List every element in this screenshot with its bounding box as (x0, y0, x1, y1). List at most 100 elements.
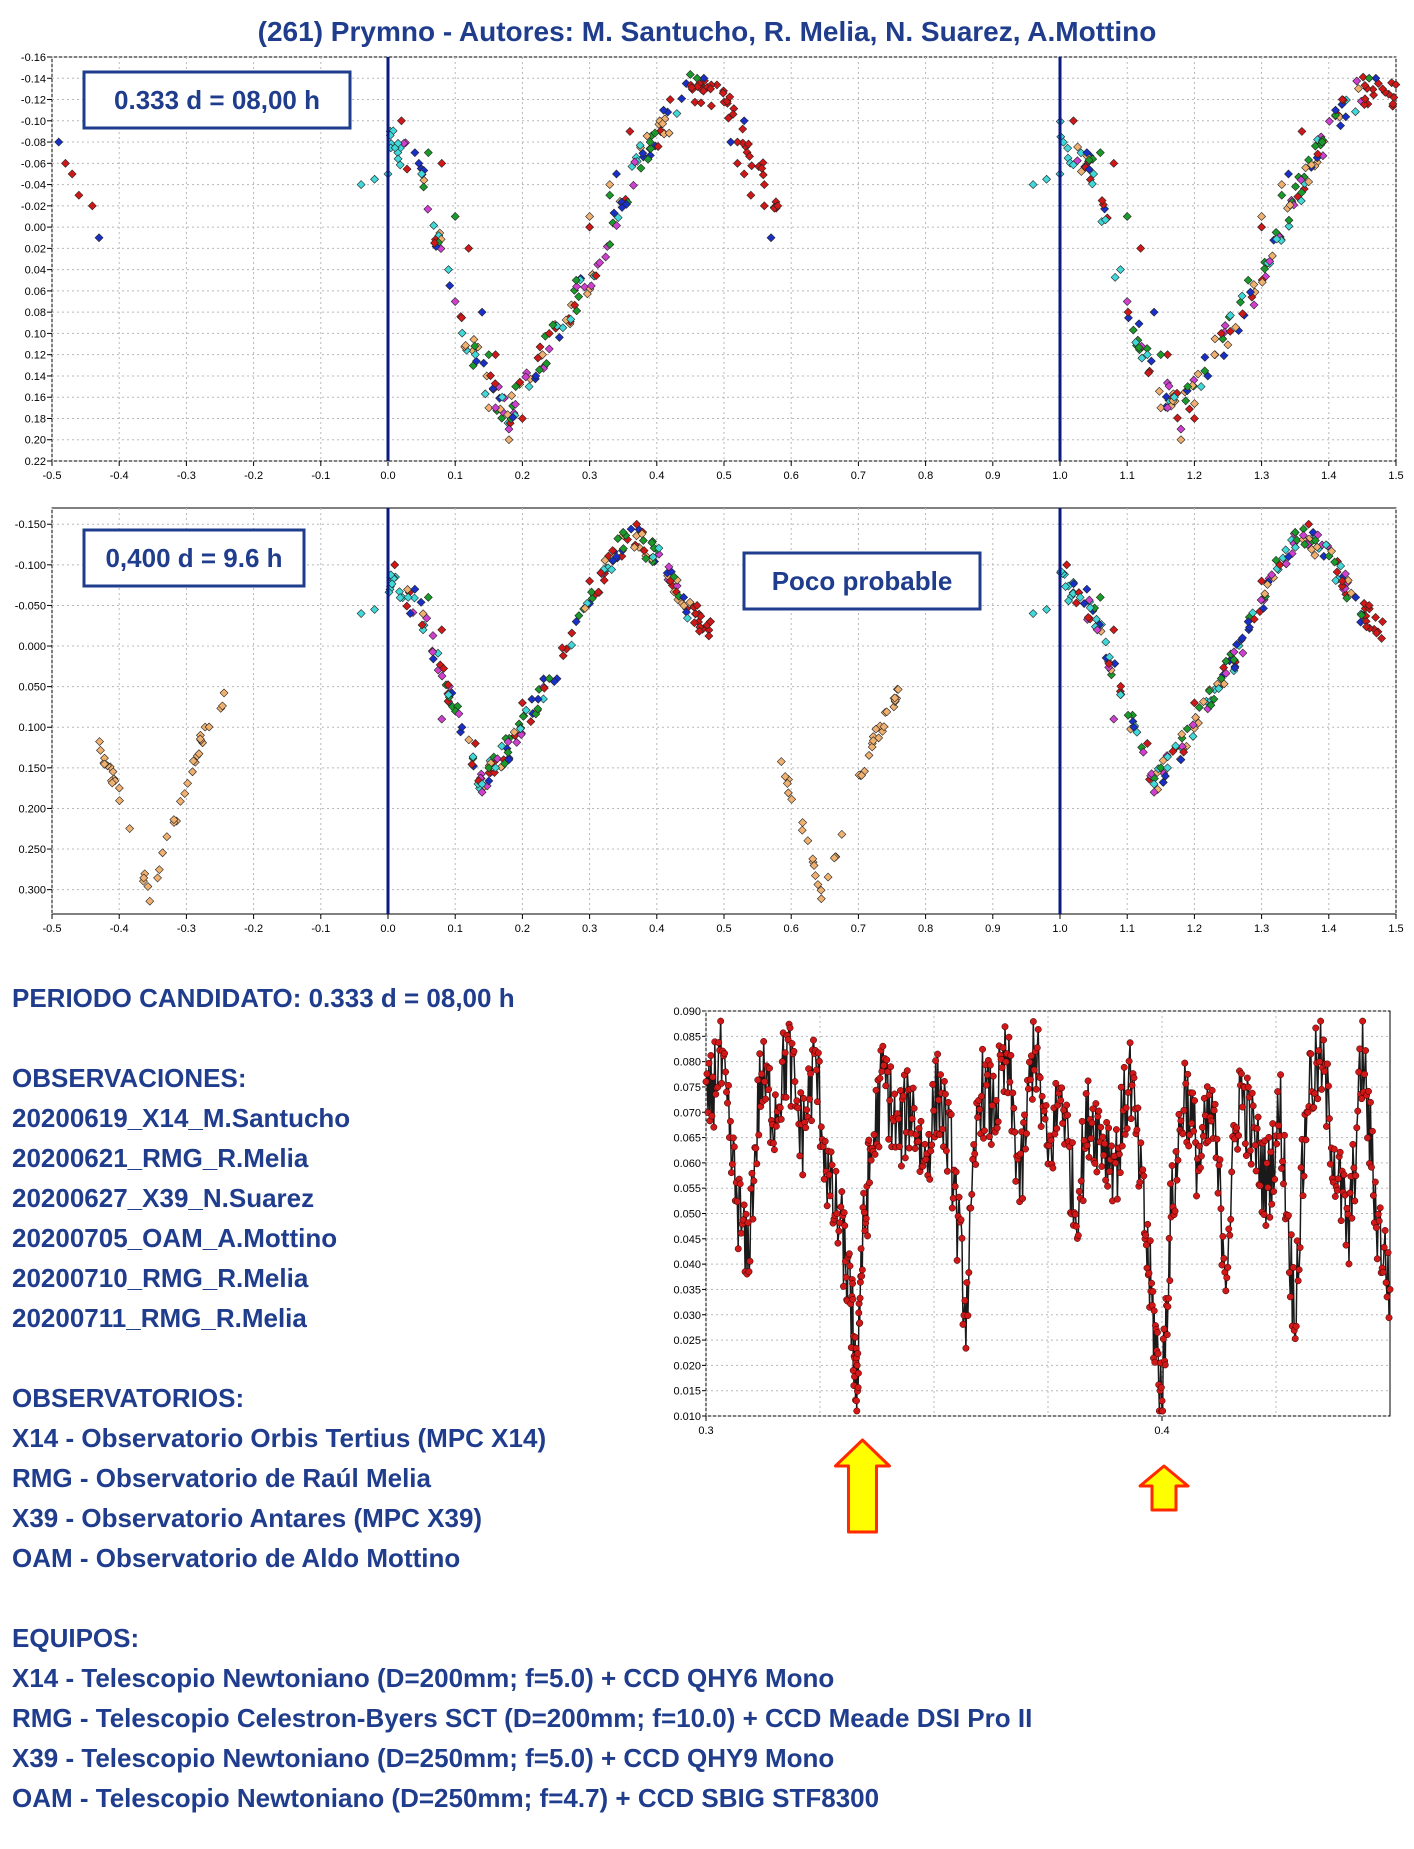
y-tick-label: 0.050 (673, 1209, 701, 1221)
periodogram-point (1079, 1197, 1087, 1205)
periodogram-point (1122, 1104, 1130, 1112)
periodogram-point (778, 1058, 786, 1066)
data-point (1238, 633, 1247, 643)
data-point (1237, 291, 1247, 301)
periodogram-point (1036, 1074, 1044, 1082)
data-point (659, 105, 668, 115)
data-point (1128, 325, 1138, 335)
data-point (1377, 634, 1386, 643)
periodogram-point (1246, 1147, 1254, 1155)
periodogram-point (1111, 1159, 1119, 1167)
data-point (646, 144, 656, 153)
data-point (1182, 724, 1192, 734)
periodogram-point (1182, 1080, 1190, 1088)
periodogram-point (755, 1131, 763, 1139)
periodogram-point (883, 1056, 891, 1064)
data-point (484, 403, 494, 413)
data-point (1260, 264, 1270, 274)
data-point (54, 137, 64, 147)
equipment-item: OAM - Telescopio Newtoniano (D=250mm; f=… (12, 1783, 880, 1813)
periodogram-point (1235, 1132, 1242, 1140)
periodogram-point (1287, 1231, 1295, 1239)
data-point (454, 709, 464, 719)
periodogram-point (1223, 1274, 1231, 1282)
data-point (739, 116, 749, 126)
periodogram-point (1234, 1145, 1242, 1153)
data-point (890, 693, 900, 703)
periodogram-point (1302, 1136, 1310, 1144)
periodogram-point (1243, 1074, 1251, 1082)
data-point (154, 865, 164, 875)
periodogram-point (752, 1144, 760, 1152)
periodogram-point (979, 1045, 986, 1053)
data-point (1310, 536, 1320, 545)
periodogram-point (987, 1141, 995, 1148)
periodogram-point (1203, 1083, 1211, 1091)
periodogram-point (823, 1202, 831, 1210)
data-point (516, 730, 526, 740)
x-tick-label: -0.1 (311, 923, 330, 935)
data-point (1291, 182, 1300, 192)
data-point (893, 685, 903, 694)
data-point (783, 788, 793, 798)
data-point (393, 138, 403, 148)
y-tick-label: 0.090 (673, 1006, 701, 1018)
periodogram-point (1227, 1215, 1235, 1223)
data-point (1110, 272, 1120, 282)
data-point (613, 534, 623, 544)
data-point (645, 137, 655, 147)
data-point (450, 212, 460, 221)
periodogram-point (879, 1042, 887, 1050)
data-point (1249, 300, 1259, 310)
data-point (470, 350, 480, 360)
data-point (1310, 550, 1320, 560)
y-tick-label: 0.025 (673, 1335, 701, 1347)
x-tick-label: 0.3 (582, 470, 597, 482)
lightcurve-chart-0400: -0.5 -0.4 -0.3 -0.2 -0.1 0.0 0.1 0.2 0.3 0.4 0.5 0.… (15, 507, 1404, 935)
data-point (1312, 542, 1322, 552)
periodogram-point (981, 1127, 988, 1135)
data-point (782, 778, 792, 788)
periodogram-point (1153, 1329, 1161, 1336)
data-point (471, 356, 481, 366)
periodogram-point (1311, 1090, 1319, 1097)
periodogram-point (1254, 1113, 1262, 1121)
periodogram-point (749, 1215, 757, 1223)
x-tick-label: 1.2 (1187, 923, 1202, 935)
data-point (531, 371, 541, 381)
data-point (643, 154, 653, 164)
periodogram-point (925, 1130, 933, 1138)
data-point (566, 314, 576, 324)
x-tick-label: -0.1 (311, 470, 330, 482)
periodogram-point (807, 1070, 815, 1078)
y-tick-label: 0.200 (18, 803, 46, 815)
periodogram-point (944, 1098, 952, 1106)
periodogram-point (742, 1210, 750, 1218)
observation-item: 20200621_RMG_R.Melia (12, 1143, 309, 1173)
data-point (706, 84, 715, 94)
data-point (497, 413, 507, 423)
periodogram-point (1006, 1078, 1014, 1086)
data-point (1176, 424, 1186, 434)
periodogram-point (927, 1147, 935, 1155)
data-point (599, 575, 609, 585)
data-point (1331, 105, 1340, 115)
data-point (1082, 584, 1092, 594)
data-point (582, 289, 592, 299)
periodogram-point (982, 1081, 990, 1089)
data-point (1225, 311, 1235, 320)
periodogram-chart: 0.010 0.015 0.020 0.025 0.030 0.035 0.040 0.045… (673, 1006, 1394, 1534)
x-tick-label: -0.3 (177, 923, 196, 935)
periodogram-point (876, 1074, 884, 1082)
periodogram-point (1382, 1279, 1390, 1287)
data-point (439, 664, 449, 673)
periodogram-point (1238, 1070, 1245, 1078)
periodogram-point (1349, 1140, 1357, 1148)
periodogram-point (908, 1115, 916, 1123)
data-point (857, 770, 867, 780)
periodogram-point (1001, 1023, 1009, 1031)
data-point (1235, 297, 1245, 307)
periodogram-point (1266, 1213, 1274, 1221)
data-point (665, 95, 675, 104)
periodogram-point (814, 1049, 822, 1057)
